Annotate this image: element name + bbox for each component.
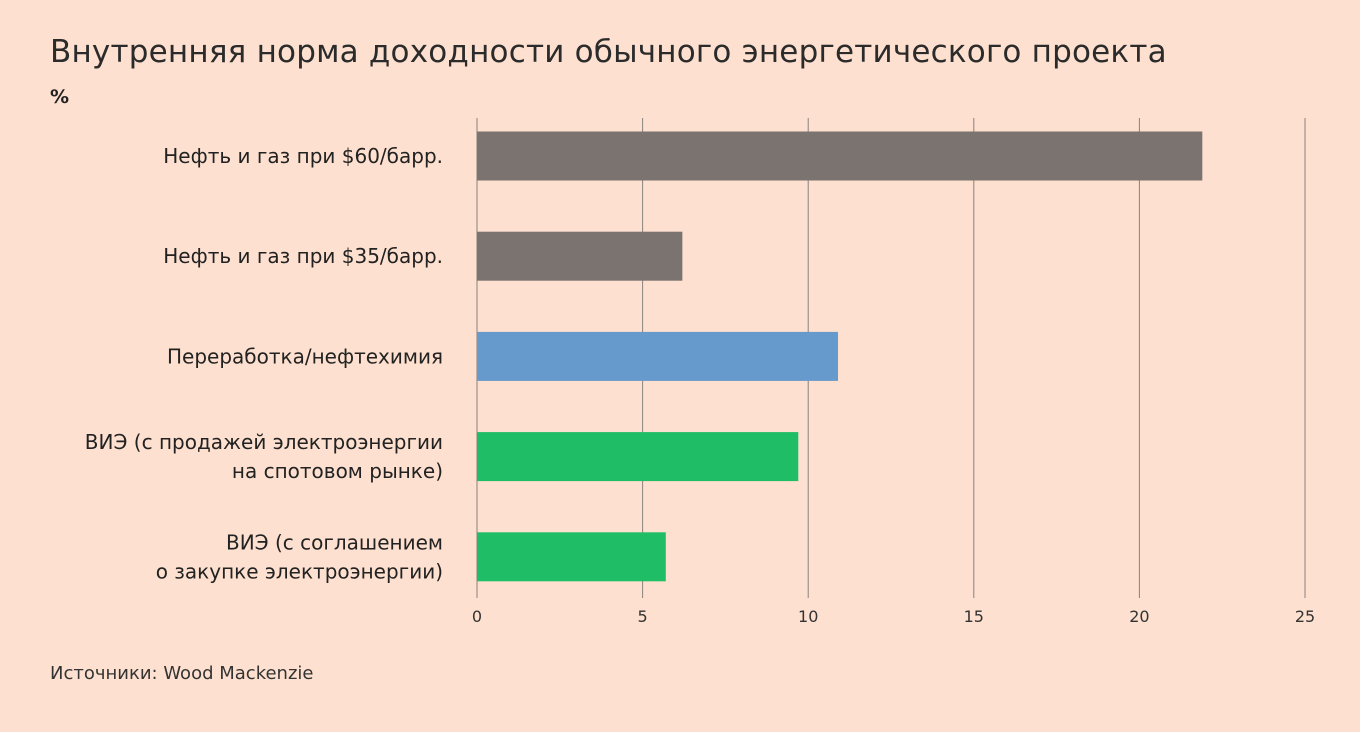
unit-label: % bbox=[50, 86, 70, 108]
category-label: Нефть и газ при $60/барр. bbox=[163, 144, 443, 168]
category-label: ВИЭ (с продажей электроэнергии bbox=[85, 430, 443, 454]
category-label: Переработка/нефтехимия bbox=[167, 344, 443, 368]
category-label: Нефть и газ при $35/барр. bbox=[163, 244, 443, 268]
category-label: о закупке электроэнергии) bbox=[156, 559, 443, 583]
x-tick-label: 15 bbox=[964, 607, 984, 626]
x-axis-ticks: 0 5 10 15 20 25 bbox=[472, 607, 1315, 626]
bar bbox=[477, 432, 799, 482]
bar bbox=[477, 131, 1203, 181]
bar bbox=[477, 331, 839, 381]
x-tick-label: 5 bbox=[638, 607, 648, 626]
bars bbox=[477, 131, 1203, 582]
category-label: на спотовом рынке) bbox=[232, 459, 443, 483]
category-label: ВИЭ (с соглашением bbox=[226, 530, 443, 554]
category-labels: Нефть и газ при $60/барр. Нефть и газ при… bbox=[85, 144, 443, 583]
bar bbox=[477, 231, 683, 281]
source-note: Источники: Wood Mackenzie bbox=[50, 663, 314, 684]
x-tick-label: 20 bbox=[1129, 607, 1149, 626]
x-tick-label: 10 bbox=[798, 607, 818, 626]
bar bbox=[477, 532, 666, 582]
chart-title: Внутренняя норма доходности обычного эне… bbox=[50, 34, 1167, 70]
x-tick-label: 25 bbox=[1295, 607, 1315, 626]
x-tick-label: 0 bbox=[472, 607, 482, 626]
